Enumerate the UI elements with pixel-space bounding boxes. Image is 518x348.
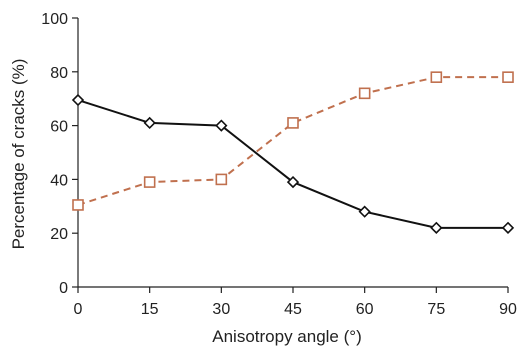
y-tick-label: 20 bbox=[50, 226, 68, 243]
series-1-point bbox=[215, 119, 228, 132]
series-2-point bbox=[215, 173, 228, 186]
y-axis-title: Percentage of cracks (%) bbox=[9, 59, 28, 250]
axes bbox=[77, 18, 508, 288]
y-tick-label: 60 bbox=[50, 119, 68, 136]
series-2-point bbox=[430, 71, 443, 83]
x-axis-title: Anisotropy angle (°) bbox=[212, 327, 361, 346]
series-1-point bbox=[71, 93, 85, 107]
series-2-point bbox=[72, 199, 84, 211]
ticks: 0 20 40 60 80 100 0 15 30 45 60 75 90 bbox=[41, 11, 517, 318]
series-1-point bbox=[358, 205, 371, 218]
x-tick-label: 30 bbox=[212, 301, 230, 318]
series-1-point bbox=[430, 221, 443, 234]
x-tick-label: 15 bbox=[141, 301, 159, 318]
x-tick-label: 45 bbox=[284, 301, 302, 318]
y-tick-label: 100 bbox=[41, 11, 68, 28]
series-1-point bbox=[286, 175, 300, 189]
series-2-point bbox=[358, 87, 371, 100]
x-tick-label: 75 bbox=[427, 301, 445, 318]
y-tick-label: 80 bbox=[50, 65, 68, 82]
series-1-point bbox=[501, 221, 515, 234]
y-tick-label: 40 bbox=[50, 172, 68, 189]
series-1-point bbox=[143, 116, 156, 130]
series-2-point bbox=[287, 117, 299, 129]
series-layer bbox=[71, 71, 515, 234]
x-tick-label: 0 bbox=[74, 301, 83, 318]
x-tick-label: 60 bbox=[356, 301, 374, 318]
series-2-point bbox=[143, 176, 156, 188]
series-2-point bbox=[502, 71, 514, 83]
y-tick-label: 0 bbox=[59, 280, 68, 297]
x-tick-label: 90 bbox=[499, 301, 517, 318]
